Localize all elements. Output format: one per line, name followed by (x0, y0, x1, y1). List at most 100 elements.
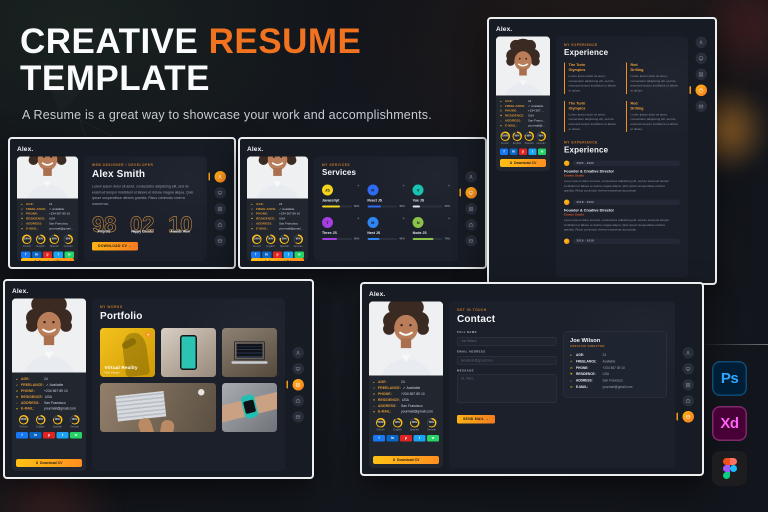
nav-services-button[interactable] (459, 187, 477, 199)
linkedin-icon[interactable]: in (261, 251, 272, 259)
language-gauges: 100% French 90% English 80% Spanish 60% Germ… (373, 418, 439, 432)
whatsapp-icon[interactable]: w (64, 251, 74, 259)
nav-experience-button[interactable] (214, 219, 226, 231)
send-mail-button[interactable]: SEND MAIL → (457, 415, 495, 424)
nav-services-button[interactable] (292, 363, 304, 375)
detail-row-phone: ✆PHONE:+234 567 89 10 (16, 389, 68, 393)
person-icon: ● (570, 354, 572, 357)
resume-sidebar: ● AGE: 24 ✔ FREELANCE: ✓ Available ✆ PHONE: +2… (369, 301, 443, 468)
service-react: R + React JS 45% (367, 184, 405, 208)
facebook-icon[interactable]: f (500, 148, 508, 156)
nav-contact-button[interactable] (676, 411, 694, 423)
linkedin-icon[interactable]: in (509, 148, 518, 156)
template-card-services: Alex. ● AGE: 24 ✔ FREELANCE: ✓ (238, 137, 487, 269)
sidebar-details: ● AGE: 24 ✔ FREELANCE: ✓ Available ✆ PHONE: +2… (21, 203, 74, 232)
full-name-input[interactable] (457, 336, 557, 346)
mail-icon: ✉ (16, 407, 19, 411)
nav-experience-button[interactable] (689, 84, 707, 96)
email-label: EMAIL ADDRESS (457, 350, 486, 354)
download-cv-button[interactable]: ⬇ Download CV (373, 456, 439, 464)
whatsapp-icon[interactable]: w (538, 148, 546, 156)
social-links: f in p t w (373, 435, 439, 442)
facebook-icon[interactable]: f (373, 435, 385, 442)
linkedin-icon[interactable]: in (29, 432, 42, 439)
download-cv-button[interactable]: ⬇ Download CV (251, 258, 304, 261)
email-input[interactable] (457, 356, 557, 365)
template-card-experience: Alex. ● AGE: 24 ✔ FREELANCE: ✓ (487, 17, 717, 285)
briefcase-icon (685, 398, 691, 403)
twitter-icon[interactable]: t (528, 148, 537, 156)
portfolio-item-mobile-app[interactable] (161, 328, 216, 377)
nav-portfolio-button[interactable] (465, 203, 477, 215)
nav-contact-button[interactable] (214, 235, 226, 247)
language-gauge-german: 60% German (62, 234, 74, 248)
pinterest-icon[interactable]: p (42, 251, 53, 259)
timeline-date: 2020 - 2022 (572, 160, 680, 167)
portfolio-item-workspace[interactable] (100, 383, 216, 432)
nav-services-button[interactable] (214, 187, 226, 199)
nav-contact-button[interactable] (292, 411, 304, 423)
facebook-icon[interactable]: f (16, 432, 28, 439)
nav-about-button[interactable] (695, 36, 707, 48)
phone-icon: ✆ (373, 392, 376, 396)
nav-portfolio-button[interactable] (695, 68, 707, 80)
nav-services-button[interactable] (695, 52, 707, 64)
timeline-date: 2018 - 2020 (572, 199, 680, 206)
whatsapp-icon[interactable]: w (70, 432, 82, 439)
nav-about-button[interactable] (682, 347, 694, 359)
portfolio-item-smartwatch[interactable] (222, 383, 277, 432)
download-icon: ⬇ (264, 260, 267, 262)
monitor-icon (295, 366, 301, 371)
portfolio-item-laptop[interactable] (222, 328, 277, 377)
plus-icon: + (357, 184, 360, 189)
experience-item: Red Drilling Lorem ipsum dolor sit amet, … (626, 100, 680, 133)
linkedin-icon[interactable]: in (31, 251, 42, 259)
portfolio-item-virtual-reality[interactable]: ✦ Virtual Reality Web Design (100, 328, 155, 377)
pinterest-icon[interactable]: p (272, 251, 283, 259)
info-row-residence: ⚑ RESIDENCE: USA (570, 372, 610, 377)
whatsapp-icon[interactable]: w (294, 251, 304, 259)
nav-portfolio-button[interactable] (286, 379, 304, 391)
download-cv-button[interactable]: ⬇ Download CV (500, 159, 546, 168)
monitor-icon (685, 366, 691, 371)
check-icon: ✔ (570, 360, 573, 364)
nav-portfolio-button[interactable] (214, 203, 226, 215)
nav-about-button[interactable] (465, 171, 477, 183)
download-cv-button[interactable]: ⬇ Download CV (16, 459, 82, 467)
nav-experience-button[interactable] (292, 395, 304, 407)
envelope-icon (295, 415, 301, 419)
nav-experience-button[interactable] (465, 219, 477, 231)
nav-services-button[interactable] (682, 363, 694, 375)
twitter-icon[interactable]: t (53, 251, 64, 259)
facebook-icon[interactable]: f (251, 251, 261, 259)
twitter-icon[interactable]: t (56, 432, 69, 439)
grid-icon (698, 72, 704, 77)
download-cv-button[interactable]: ⬇ Download CV (21, 258, 74, 261)
twitter-icon[interactable]: t (413, 435, 426, 442)
nav-contact-button[interactable] (695, 100, 707, 112)
home-icon: ⌂ (373, 404, 375, 408)
stat-projects: 98 Projects (92, 211, 117, 238)
nav-contact-button[interactable] (465, 235, 477, 247)
pinterest-icon[interactable]: p (400, 435, 412, 442)
timeline-dot-icon (564, 238, 570, 244)
pinterest-icon[interactable]: p (43, 432, 55, 439)
download-cv-main-button[interactable]: DOWNLOAD CV → (92, 242, 138, 251)
facebook-icon[interactable]: f (21, 251, 31, 259)
nav-about-button[interactable] (292, 347, 304, 359)
nextjs-icon: M (367, 217, 379, 228)
experience-screen: MY EXPERIENCE Experience The Turin Olymp… (556, 36, 688, 277)
home-icon: ⌂ (21, 222, 23, 226)
message-input[interactable] (457, 374, 557, 403)
user-icon (296, 350, 300, 355)
detail-row-age: ● AGE: 24 (373, 380, 405, 385)
person-icon: ● (251, 203, 253, 206)
twitter-icon[interactable]: t (283, 251, 294, 259)
whatsapp-icon[interactable]: w (427, 435, 439, 442)
linkedin-icon[interactable]: in (386, 435, 399, 442)
pinterest-icon[interactable]: p (519, 148, 527, 156)
nav-portfolio-button[interactable] (682, 379, 694, 391)
nav-experience-button[interactable] (682, 395, 694, 407)
nav-about-button[interactable] (208, 171, 226, 183)
detail-row-email: ✉E-MAIL:yourmail@gmail.com (373, 410, 433, 414)
